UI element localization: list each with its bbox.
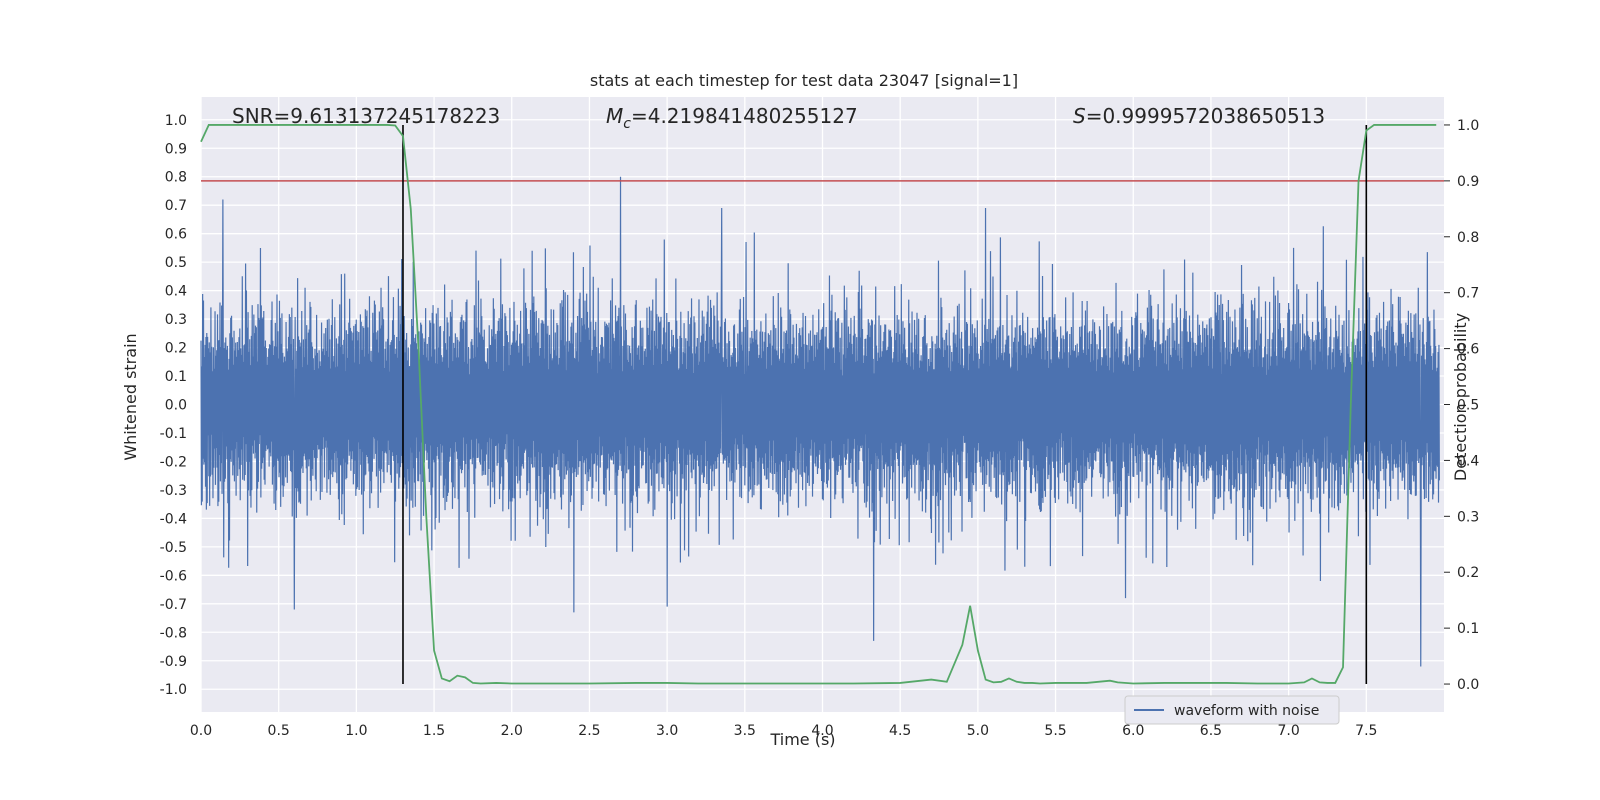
y-tick-label-left: 0.4 — [165, 284, 187, 300]
x-tick-label: 5.0 — [967, 723, 989, 739]
y-tick-label-left: -1.0 — [160, 682, 187, 698]
y-tick-label-left: -0.9 — [160, 654, 187, 670]
chirp-mass-subscript: c — [623, 116, 631, 132]
y-tick-label-left: -0.5 — [160, 540, 187, 556]
probability-line — [200, 124, 1437, 685]
legend: waveform with noise — [1124, 695, 1340, 725]
score-annotation: S=0.9999572038650513 — [1073, 104, 1325, 128]
y-tick-label-left: 0.8 — [165, 170, 187, 186]
y-tick-label-left: 0.2 — [165, 341, 187, 357]
y-tick-label-left: -0.8 — [160, 625, 187, 641]
x-tick-label: 7.0 — [1277, 723, 1299, 739]
y-tick-label-left: 0.6 — [165, 227, 187, 243]
y-tick-label-left: 0.9 — [165, 141, 187, 157]
y-tick-label-left: -0.1 — [160, 426, 187, 442]
y-tick-label-left: -0.4 — [160, 511, 187, 527]
probability-series — [200, 124, 1437, 685]
y-tick-label-left: 0.5 — [165, 255, 187, 271]
y-tick-label-left: -0.7 — [160, 597, 187, 613]
y-axis-label-right: Detection probability — [1451, 313, 1470, 481]
y-tick-label-left: -0.6 — [160, 568, 187, 584]
y-tick-label-left: 1.0 — [165, 113, 187, 129]
y-tick-label-right: 0.5 — [1457, 398, 1479, 414]
waveform-line — [200, 176, 1440, 667]
y-tick-label-right: 0.9 — [1457, 174, 1479, 190]
x-tick-label: 5.5 — [1044, 723, 1066, 739]
x-tick-label: 2.5 — [578, 723, 600, 739]
y-tick-label-right: 0.3 — [1457, 509, 1479, 525]
chirp-mass-symbol: M — [606, 104, 623, 128]
y-tick-label-right: 0.2 — [1457, 565, 1479, 581]
y-tick-label-left: -0.2 — [160, 454, 187, 470]
y-tick-label-left: 0.3 — [165, 312, 187, 328]
y-tick-label-right: 0.7 — [1457, 286, 1479, 302]
x-tick-label: 6.5 — [1200, 723, 1222, 739]
chirp-mass-annotation: Mc=4.219841480255127 — [606, 104, 858, 132]
score-symbol: S — [1073, 104, 1086, 128]
y-tick-label-right: 0.0 — [1457, 677, 1479, 693]
y-tick-label-left: 0.0 — [165, 398, 187, 414]
x-tick-label: 1.0 — [345, 723, 367, 739]
score-value: =0.9999572038650513 — [1086, 104, 1325, 128]
snr-annotation: SNR=9.613137245178223 — [232, 104, 500, 128]
x-tick-label: 3.0 — [656, 723, 678, 739]
legend-box — [1124, 695, 1340, 725]
y-tick-label-right: 1.0 — [1457, 118, 1479, 134]
chirp-mass-value: =4.219841480255127 — [631, 104, 858, 128]
x-tick-label: 0.5 — [268, 723, 290, 739]
legend-label: waveform with noise — [1174, 703, 1319, 719]
x-tick-label: 4.5 — [889, 723, 911, 739]
y-tick-label-right: 0.6 — [1457, 342, 1479, 358]
y-axis-label-left: Whitened strain — [121, 333, 140, 460]
x-tick-label: 1.5 — [423, 723, 445, 739]
y-tick-label-right: 0.4 — [1457, 453, 1479, 469]
x-axis-label: Time (s) — [769, 730, 835, 749]
x-tick-label: 0.0 — [190, 723, 212, 739]
x-tick-label: 2.0 — [501, 723, 523, 739]
x-tick-label: 4.0 — [811, 723, 833, 739]
chart-title: stats at each timestep for test data 230… — [590, 71, 1018, 90]
x-tick-label: 6.0 — [1122, 723, 1144, 739]
y-tick-label-left: -0.3 — [160, 483, 187, 499]
x-tick-labels: 0.0 0.5 1.0 1.5 2.0 2.5 3.0 3.5 4.0 4.5 5.0 5.5 6.0 6… — [190, 723, 1378, 739]
y-tick-labels-left: 1.0 0.9 0.8 0.7 0.6 0.5 0.4 0.3 0.2 0.1 0.0 -0.1 -0.… — [160, 113, 187, 698]
y-tick-label-left: 0.7 — [165, 198, 187, 214]
x-tick-label: 7.5 — [1355, 723, 1377, 739]
y-tick-label-left: 0.1 — [165, 369, 187, 385]
waveform-series — [200, 176, 1440, 667]
x-tick-label: 3.5 — [734, 723, 756, 739]
y-tick-label-right: 0.1 — [1457, 621, 1479, 637]
y-tick-labels-right: 1.0 0.9 0.8 0.7 0.6 0.5 0.4 0.3 0.2 0.1 0.0 — [1444, 118, 1479, 693]
y-tick-label-right: 0.8 — [1457, 230, 1479, 246]
